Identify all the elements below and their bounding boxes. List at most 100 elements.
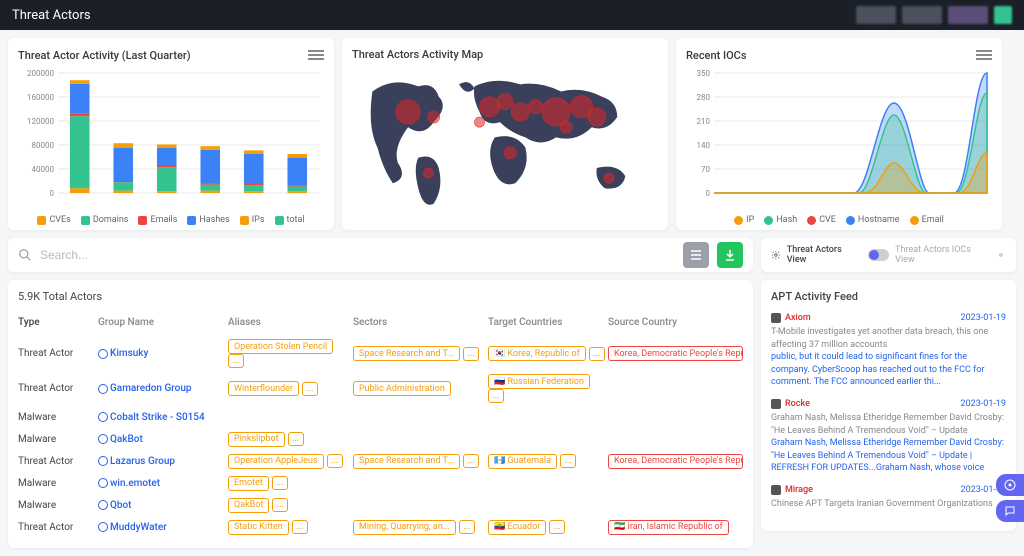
tag-pill[interactable]: Pinkslipbot <box>228 432 285 447</box>
group-link[interactable]: Cobalt Strike - S0154 <box>98 412 228 423</box>
list-view-button[interactable] <box>683 242 709 268</box>
floating-buttons <box>996 474 1024 522</box>
source-pill[interactable]: 🇮🇷 Iran, Islamic Republic of <box>608 520 729 535</box>
view-toggle[interactable] <box>868 249 889 261</box>
group-link[interactable]: MuddyWater <box>98 522 228 533</box>
cell-aliases: Operation AppleJeus... <box>228 454 353 469</box>
cell-source: Korea, Democratic People's Republic of <box>608 454 743 469</box>
more-pill[interactable]: ... <box>228 354 244 368</box>
more-pill[interactable]: ... <box>589 347 605 361</box>
more-pill[interactable]: ... <box>549 520 565 534</box>
group-link[interactable]: win.emotet <box>98 478 228 489</box>
more-pill[interactable]: ... <box>302 382 318 396</box>
tag-pill[interactable]: QakBot <box>228 498 269 513</box>
tag-pill[interactable]: Winterflounder <box>228 381 299 396</box>
cell-sectors: Space Research and T...... <box>353 346 488 361</box>
column-header[interactable]: Group Name <box>98 317 228 328</box>
tag-pill[interactable]: Static Kitten <box>228 520 289 535</box>
legend-item[interactable]: Email <box>910 215 944 225</box>
source-pill[interactable]: Korea, Democratic People's Republic of <box>608 454 743 469</box>
cell-type: Threat Actor <box>18 383 98 394</box>
cell-targets: 🇷🇺 Russian Federation... <box>488 374 608 403</box>
tag-pill[interactable]: 🇷🇺 Russian Federation <box>488 374 590 389</box>
chart-title: Threat Actors Activity Map <box>352 48 483 61</box>
column-header[interactable]: Source Country <box>608 317 743 328</box>
cell-type: Malware <box>18 434 98 445</box>
svg-text:350: 350 <box>697 69 711 78</box>
feed-date: 2023-01-19 <box>961 399 1006 409</box>
feed-title: APT Activity Feed <box>771 290 1006 303</box>
legend-item[interactable]: Hostname <box>846 215 900 225</box>
tag-pill[interactable]: Space Research and T... <box>353 346 460 361</box>
feed-actor-link[interactable]: Rocke <box>785 399 810 409</box>
column-header[interactable]: Sectors <box>353 317 488 328</box>
cell-aliases: Emotet... <box>228 476 353 491</box>
more-pill[interactable]: ... <box>327 454 343 468</box>
group-link[interactable]: Kimsuky <box>98 348 228 359</box>
column-header[interactable]: Aliases <box>228 317 353 328</box>
feed-item: Rocke 2023-01-19 Graham Nash, Melissa Et… <box>771 399 1006 475</box>
svg-text:280: 280 <box>697 93 711 102</box>
more-pill[interactable]: ... <box>292 520 308 534</box>
column-header[interactable]: Target Countries <box>488 317 608 328</box>
globe-icon <box>98 434 108 444</box>
group-link[interactable]: Lazarus Group <box>98 456 228 467</box>
cell-aliases: Operation Stolen Pencil... <box>228 339 353 368</box>
more-pill[interactable]: ... <box>560 454 576 468</box>
legend-item[interactable]: IP <box>734 215 754 225</box>
tag-pill[interactable]: Mining, Quarrying, an... <box>353 520 456 535</box>
tag-pill[interactable]: Public Administration <box>353 381 451 396</box>
cell-aliases: Pinkslipbot... <box>228 432 353 447</box>
feed-actor-link[interactable]: Mirage <box>785 485 813 495</box>
legend-item[interactable]: IPs <box>240 215 265 225</box>
cell-type: Malware <box>18 500 98 511</box>
svg-text:210: 210 <box>697 117 711 126</box>
more-pill[interactable]: ... <box>272 498 288 512</box>
globe-icon <box>98 412 108 422</box>
globe-icon <box>98 456 108 466</box>
help-button[interactable] <box>996 474 1024 496</box>
more-pill[interactable]: ... <box>463 347 479 361</box>
feed-excerpt-link[interactable]: Graham Nash, Melissa Etheridge Remember … <box>771 437 1006 475</box>
tag-pill[interactable]: 🇪🇨 Ecuador <box>488 520 546 535</box>
download-button[interactable] <box>717 242 743 268</box>
feed-actor-link[interactable]: Axiom <box>785 313 811 323</box>
chart-menu-icon[interactable] <box>308 48 324 62</box>
legend-item[interactable]: CVE <box>807 215 836 225</box>
group-link[interactable]: QakBot <box>98 434 228 445</box>
globe-icon <box>98 500 108 510</box>
tag-pill[interactable]: 🇰🇷 Korea, Republic of <box>488 346 586 361</box>
tag-pill[interactable]: Operation AppleJeus <box>228 454 324 469</box>
tag-pill[interactable]: Emotet <box>228 476 269 491</box>
legend-item[interactable]: Hash <box>764 215 797 225</box>
chart-menu-icon[interactable] <box>976 48 992 62</box>
user-info-placeholder <box>948 6 988 24</box>
more-pill[interactable]: ... <box>459 520 475 534</box>
search-input[interactable] <box>40 248 675 262</box>
legend-item[interactable]: Domains <box>81 215 129 225</box>
legend-item[interactable]: Hashes <box>187 215 229 225</box>
more-pill[interactable]: ... <box>272 476 288 490</box>
legend-item[interactable]: Emails <box>138 215 177 225</box>
tag-pill[interactable]: Space Research and T... <box>353 454 460 469</box>
feed-excerpt-link[interactable]: public, but it could lead to significant… <box>771 351 1006 389</box>
cell-type: Malware <box>18 412 98 423</box>
more-pill[interactable]: ... <box>288 432 304 446</box>
svg-text:160000: 160000 <box>27 93 54 102</box>
table-header: TypeGroup NameAliasesSectorsTarget Count… <box>18 311 743 336</box>
tag-pill[interactable]: 🇬🇹 Guatemala <box>488 454 557 469</box>
group-link[interactable]: Qbot <box>98 500 228 511</box>
chat-button[interactable] <box>996 500 1024 522</box>
table-row: Threat Actor Gamaredon Group Winterfloun… <box>18 371 743 406</box>
column-header[interactable]: Type <box>18 317 98 328</box>
card-activity-map: Threat Actors Activity Map <box>342 38 668 230</box>
more-pill[interactable]: ... <box>488 389 504 403</box>
source-pill[interactable]: Korea, Democratic People's Republic of <box>608 346 743 361</box>
legend-item[interactable]: CVEs <box>37 215 70 225</box>
cell-sectors: Space Research and T...... <box>353 454 488 469</box>
actor-icon <box>771 399 781 409</box>
more-pill[interactable]: ... <box>463 454 479 468</box>
tag-pill[interactable]: Operation Stolen Pencil <box>228 339 333 354</box>
group-link[interactable]: Gamaredon Group <box>98 383 228 394</box>
legend-item[interactable]: total <box>275 215 305 225</box>
